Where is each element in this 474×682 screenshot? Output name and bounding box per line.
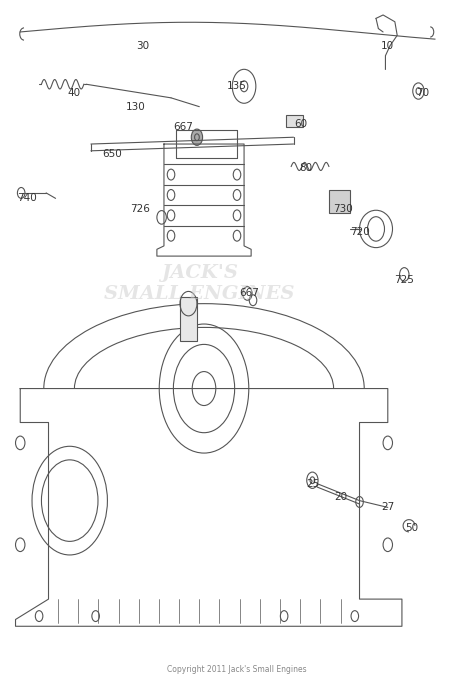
Text: 740: 740: [18, 194, 37, 203]
Text: 130: 130: [126, 102, 146, 112]
Text: 135: 135: [227, 81, 247, 91]
Text: 40: 40: [68, 88, 81, 98]
Text: 27: 27: [381, 503, 394, 512]
Text: 25: 25: [306, 479, 319, 488]
Text: 60: 60: [294, 119, 307, 129]
Text: 650: 650: [102, 149, 122, 159]
Text: 50: 50: [405, 523, 418, 533]
Circle shape: [191, 129, 202, 145]
Text: 20: 20: [334, 492, 347, 502]
FancyBboxPatch shape: [329, 190, 350, 213]
Text: Copyright 2011 Jack's Small Engines: Copyright 2011 Jack's Small Engines: [167, 665, 307, 674]
FancyBboxPatch shape: [181, 297, 197, 341]
Text: 667: 667: [239, 288, 259, 299]
Text: 80: 80: [299, 163, 312, 173]
Text: JACK'S
SMALL ENGINES: JACK'S SMALL ENGINES: [104, 264, 294, 303]
Text: 726: 726: [130, 203, 150, 213]
Text: 30: 30: [136, 40, 149, 50]
Text: 70: 70: [417, 88, 430, 98]
FancyBboxPatch shape: [286, 115, 303, 127]
Text: 725: 725: [394, 275, 414, 285]
Text: 667: 667: [173, 122, 193, 132]
Text: 10: 10: [381, 40, 394, 50]
Text: 730: 730: [333, 203, 353, 213]
Text: 720: 720: [350, 227, 369, 237]
